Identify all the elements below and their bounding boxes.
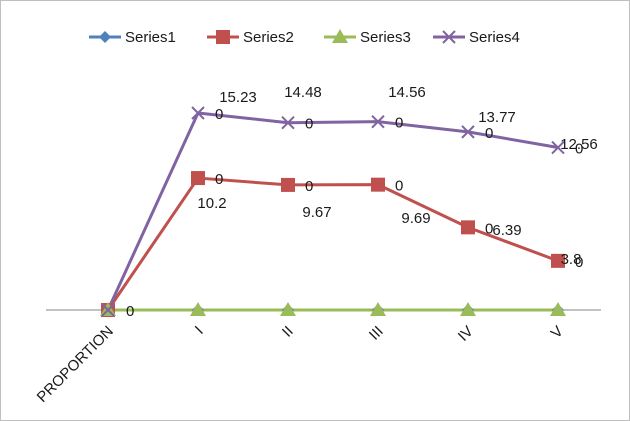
- series2-point: [551, 253, 565, 268]
- legend-label: Series4: [469, 29, 520, 46]
- series4-point: [371, 114, 385, 129]
- series-line-4: [106, 111, 559, 311]
- data-label: 0: [215, 106, 223, 123]
- series2-point: [371, 177, 385, 192]
- data-label: 13.77: [478, 109, 516, 126]
- data-label: 15.23: [219, 89, 257, 106]
- series2-point: [191, 171, 205, 186]
- data-label: 6.39: [492, 222, 521, 239]
- series-line-2: [106, 176, 559, 311]
- data-label: 14.48: [284, 84, 322, 101]
- series3-point: [460, 302, 476, 316]
- data-label: 10.2: [197, 195, 226, 212]
- data-label: 0: [575, 254, 583, 271]
- x-tick-label: I: [192, 323, 207, 338]
- x-tick-label: PROPORTION: [34, 323, 117, 406]
- legend-label: Series2: [243, 29, 294, 46]
- x-tick-label: II: [279, 323, 297, 341]
- x-tick-label: IV: [455, 323, 477, 345]
- data-label: 3.8: [561, 251, 582, 268]
- data-label: 0: [575, 141, 583, 158]
- series3-point: [550, 302, 566, 316]
- data-label: 12.56: [560, 136, 598, 153]
- legend-label: Series3: [360, 29, 411, 46]
- series2-point: [281, 177, 295, 192]
- legend-marker: [216, 30, 230, 44]
- series2-point: [461, 220, 475, 235]
- series3-point: [280, 302, 296, 316]
- x-tick-label: III: [366, 323, 387, 344]
- data-label: 0: [305, 178, 313, 195]
- series3-point: [190, 302, 206, 316]
- series4-point: [551, 140, 565, 155]
- legend-label: Series1: [125, 29, 176, 46]
- data-label: 0: [215, 171, 223, 188]
- data-label: 0: [126, 303, 134, 320]
- series4-point: [191, 106, 205, 120]
- legend-marker: [442, 30, 456, 44]
- legend-marker: [99, 31, 111, 43]
- series4-point: [101, 303, 115, 317]
- data-label: 9.67: [302, 204, 331, 221]
- data-label: 0: [485, 220, 493, 237]
- series4-point: [281, 115, 295, 130]
- series4-point: [461, 125, 475, 139]
- data-label: 0: [305, 116, 313, 133]
- x-tick-label: V: [548, 323, 567, 342]
- series3-point: [370, 302, 386, 316]
- data-label: 14.56: [388, 84, 426, 101]
- data-label: 0: [395, 115, 403, 132]
- data-label: 0: [395, 178, 403, 195]
- data-label: 9.69: [401, 210, 430, 227]
- legend-marker: [332, 29, 348, 43]
- data-label: 0: [485, 125, 493, 142]
